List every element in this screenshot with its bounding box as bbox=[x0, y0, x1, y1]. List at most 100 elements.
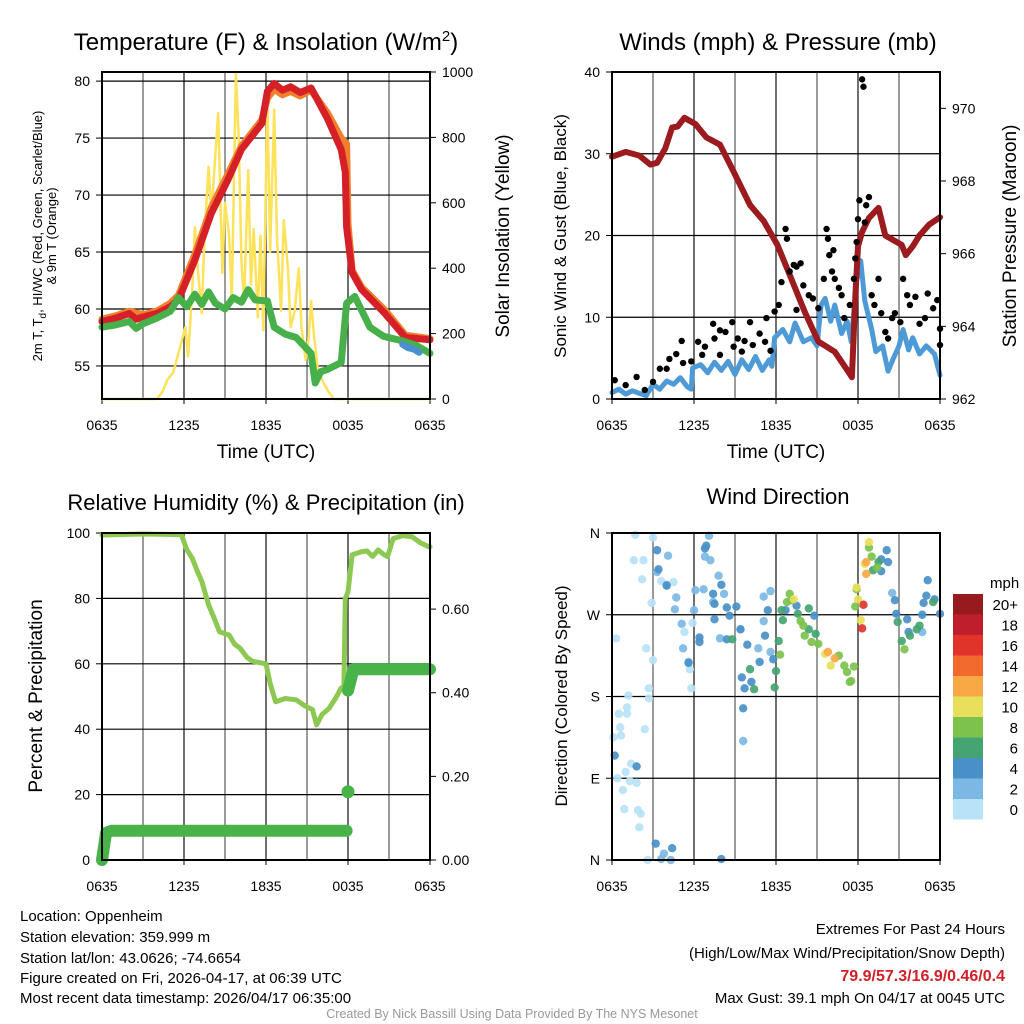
wind-direction-point bbox=[662, 581, 671, 590]
wind-direction-point bbox=[616, 723, 625, 732]
legend-swatch bbox=[953, 758, 983, 779]
legend-swatch bbox=[953, 676, 983, 697]
wind-direction-point bbox=[609, 733, 618, 742]
gust-point bbox=[800, 282, 807, 289]
gust-point bbox=[854, 215, 862, 223]
station-latlon: Station lat/lon: 43.0626; -74.6654 bbox=[20, 950, 241, 967]
legend-swatch bbox=[953, 696, 983, 717]
gust-point bbox=[924, 290, 931, 297]
wind-direction-point bbox=[862, 557, 871, 567]
wind-direction-point bbox=[635, 823, 644, 832]
wind-direction-point bbox=[632, 762, 641, 771]
wind-direction-point bbox=[882, 546, 891, 555]
x-tick-label: 1235 bbox=[168, 878, 199, 894]
wind-direction-point bbox=[632, 778, 641, 787]
gust-point bbox=[856, 197, 863, 204]
x-tick-label: 1235 bbox=[168, 417, 199, 433]
wind-direction-point bbox=[759, 616, 768, 626]
gust-point bbox=[716, 327, 724, 334]
gust-point bbox=[663, 365, 670, 372]
humidity-panel-title: Relative Humidity (%) & Precipitation (i… bbox=[67, 490, 464, 515]
gust-point bbox=[899, 275, 907, 283]
gust-point bbox=[934, 296, 941, 304]
wind-direction-point bbox=[714, 571, 723, 580]
gust-point bbox=[786, 268, 793, 275]
gust-point bbox=[846, 301, 853, 309]
gust-point bbox=[746, 318, 754, 326]
wind-direction-point bbox=[778, 616, 788, 625]
extremes-values: 79.9/57.3/16.9/0.46/0.4 bbox=[840, 968, 1005, 985]
wind-direction-point bbox=[624, 691, 633, 700]
wind-direction-point bbox=[644, 694, 654, 703]
right-tick-label: 0.20 bbox=[442, 768, 469, 784]
x-tick-label: 1835 bbox=[760, 417, 791, 433]
wind-direction-point bbox=[754, 644, 763, 653]
gust-point bbox=[688, 358, 695, 365]
gust-point bbox=[679, 359, 687, 367]
legend-label: 8 bbox=[1010, 720, 1018, 737]
wind-direction-point bbox=[883, 557, 893, 567]
wind-direction-point bbox=[771, 666, 781, 676]
wind-direction-point bbox=[849, 662, 859, 671]
y-tick-label: 80 bbox=[74, 590, 90, 606]
wind-direction-point bbox=[892, 609, 901, 619]
wind-direction-point bbox=[792, 601, 801, 610]
wind-direction-point bbox=[613, 774, 622, 783]
gust-point bbox=[820, 275, 828, 283]
right-tick-label: 968 bbox=[952, 173, 976, 189]
wind-direction-point bbox=[789, 595, 798, 604]
legend-label: 4 bbox=[1010, 761, 1018, 778]
gust-point bbox=[763, 314, 770, 322]
wind-y-axis-label: Sonic Wind & Gust (Blue, Black) bbox=[551, 114, 570, 358]
gust-point bbox=[858, 76, 866, 83]
gust-point bbox=[699, 351, 706, 359]
wind-direction-point bbox=[856, 616, 865, 625]
right-tick-label: 0.40 bbox=[442, 685, 469, 701]
wind-direction-point bbox=[640, 725, 649, 734]
relative-humidity-line bbox=[99, 531, 433, 728]
x-tick-label: 0635 bbox=[86, 417, 117, 433]
gust-point bbox=[793, 306, 800, 314]
right-tick-label: 970 bbox=[952, 100, 976, 116]
wind-direction-point bbox=[770, 683, 779, 692]
gust-point bbox=[861, 219, 869, 226]
temperature-panel-title: Temperature (F) & Insolation (W/m2) bbox=[74, 28, 458, 56]
humidity-y-axis-label: Percent & Precipitation bbox=[26, 599, 47, 792]
gust-point bbox=[633, 373, 640, 381]
legend-label: 6 bbox=[1010, 741, 1018, 758]
wind-direction-point bbox=[708, 589, 718, 599]
extremes-title: Extremes For Past 24 Hours bbox=[816, 921, 1005, 938]
wind-direction-point bbox=[793, 609, 803, 619]
wind-direction-point bbox=[669, 577, 678, 587]
right-tick-label: 200 bbox=[442, 326, 466, 342]
wind-direction-point bbox=[639, 556, 648, 565]
gust-point bbox=[904, 291, 911, 299]
y-tick-label: 30 bbox=[584, 146, 600, 162]
gust-point bbox=[912, 293, 919, 301]
gust-point bbox=[756, 330, 763, 337]
gust-point bbox=[891, 309, 899, 317]
gust-point bbox=[722, 328, 729, 336]
gust-point bbox=[852, 255, 859, 262]
gust-point bbox=[709, 320, 717, 327]
gust-point bbox=[828, 268, 836, 275]
gust-point bbox=[622, 381, 629, 389]
gust-point bbox=[673, 350, 680, 358]
precipitation-point bbox=[341, 785, 355, 799]
wind-direction-point bbox=[872, 563, 882, 572]
y-tick-label: E bbox=[591, 770, 600, 786]
gust-point bbox=[782, 225, 789, 233]
gust-point bbox=[749, 341, 756, 349]
wind-direction-point bbox=[728, 635, 737, 644]
wind-direction-point bbox=[672, 593, 681, 602]
wind-direction-point bbox=[893, 617, 902, 627]
wind-direction-point bbox=[719, 589, 729, 599]
wind-direction-point bbox=[611, 634, 621, 643]
wind-direction-point bbox=[900, 645, 909, 654]
wind-direction-point bbox=[763, 606, 772, 615]
gust-point bbox=[823, 225, 830, 233]
x-tick-label: 0035 bbox=[842, 878, 873, 894]
wind-direction-point bbox=[887, 588, 897, 598]
wind-direction-point bbox=[760, 631, 770, 640]
gust-point bbox=[775, 301, 782, 309]
